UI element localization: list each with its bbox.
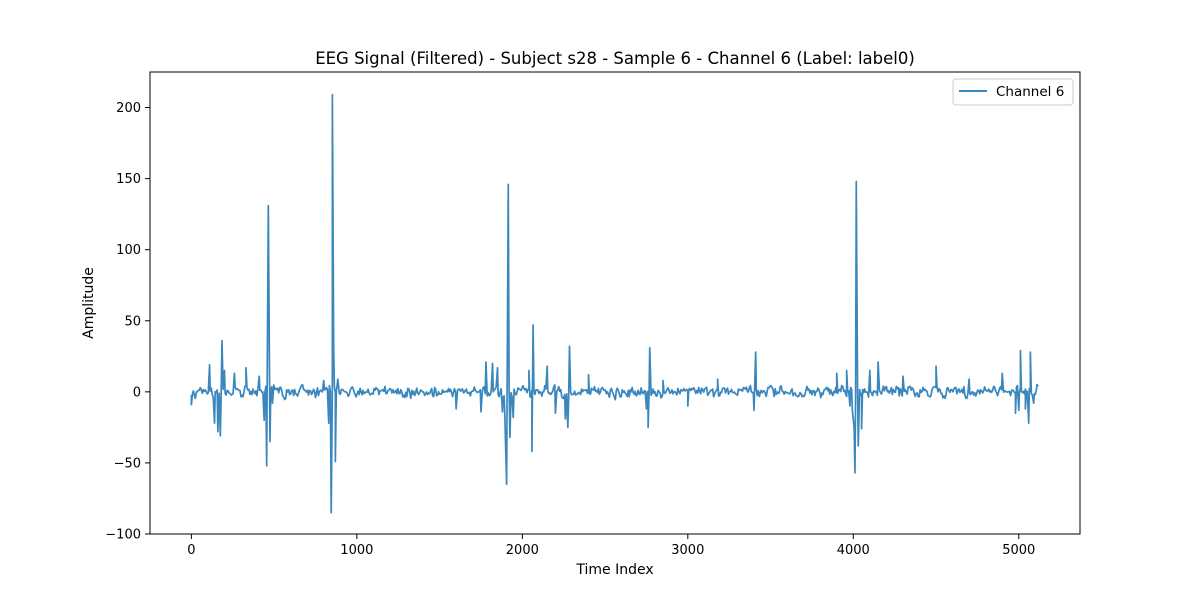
y-tick-label: −100 bbox=[105, 528, 141, 543]
legend: Channel 6 bbox=[952, 78, 1074, 106]
y-tick-label: 200 bbox=[116, 101, 141, 116]
x-tick-label: 0 bbox=[187, 543, 195, 558]
y-tick-label: 150 bbox=[116, 172, 141, 187]
y-axis: −100 −50 0 50 100 150 200 bbox=[105, 101, 150, 543]
axes-frame bbox=[149, 71, 1081, 535]
y-tick-label: 0 bbox=[133, 385, 141, 400]
y-tick-label: −50 bbox=[114, 456, 141, 471]
legend-series-label: Channel 6 bbox=[996, 84, 1064, 100]
chart-title: EEG Signal (Filtered) - Subject s28 - Sa… bbox=[315, 49, 915, 68]
series-layer bbox=[190, 93, 1039, 514]
y-tick-label: 50 bbox=[124, 314, 141, 329]
legend-box bbox=[952, 78, 1074, 106]
y-tick-label: 100 bbox=[116, 243, 141, 258]
x-tick-label: 1000 bbox=[340, 543, 373, 558]
x-tick-label: 4000 bbox=[837, 543, 870, 558]
y-axis-label: Amplitude bbox=[81, 267, 97, 339]
x-tick-label: 2000 bbox=[506, 543, 539, 558]
x-axis-label: Time Index bbox=[575, 562, 653, 578]
plot-area bbox=[149, 71, 1081, 535]
x-tick-label: 3000 bbox=[671, 543, 704, 558]
plot-background bbox=[150, 72, 1080, 534]
x-axis: 0 1000 2000 3000 4000 5000 bbox=[187, 534, 1035, 558]
series-line-channel-6 bbox=[190, 93, 1039, 514]
x-tick-label: 5000 bbox=[1002, 543, 1035, 558]
